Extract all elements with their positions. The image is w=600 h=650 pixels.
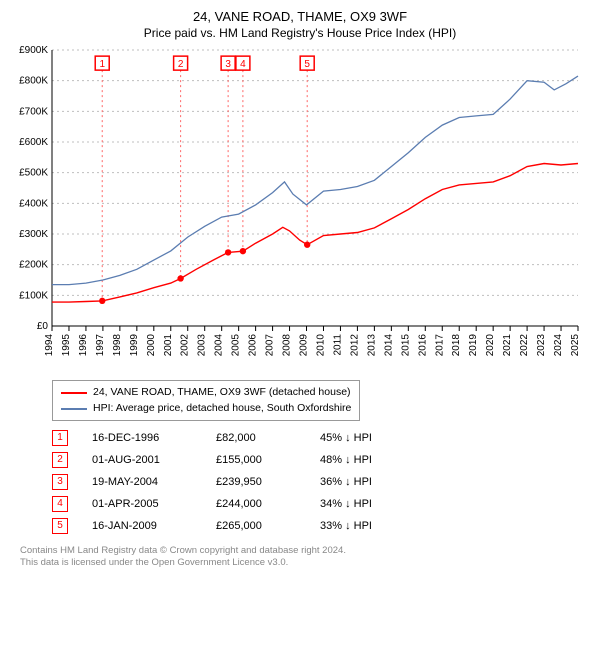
event-date: 01-AUG-2001 [92,449,216,471]
legend-label: HPI: Average price, detached house, Sout… [93,401,351,417]
event-price: £265,000 [216,515,320,537]
svg-text:£600K: £600K [19,137,48,148]
svg-text:2025: 2025 [570,334,581,357]
event-price: £239,950 [216,471,320,493]
event-delta: 36% ↓ HPI [320,471,386,493]
event-price: £82,000 [216,427,320,449]
svg-text:2001: 2001 [163,334,174,357]
svg-text:2011: 2011 [332,334,343,356]
page-subtitle: Price paid vs. HM Land Registry's House … [10,26,590,40]
svg-text:£200K: £200K [19,260,48,271]
svg-text:£0: £0 [37,321,49,332]
svg-text:£800K: £800K [19,76,48,87]
svg-text:2003: 2003 [197,334,208,357]
chart-container: 24, VANE ROAD, THAME, OX9 3WF Price paid… [0,0,600,575]
svg-text:1996: 1996 [78,334,89,357]
svg-text:1999: 1999 [129,334,140,357]
svg-text:1: 1 [99,59,105,70]
svg-text:2005: 2005 [231,334,242,357]
table-row: 3 19-MAY-2004£239,95036% ↓ HPI [52,471,386,493]
event-badge-cell: 4 [52,493,92,515]
svg-text:4: 4 [240,59,246,70]
svg-text:2019: 2019 [468,334,479,357]
svg-text:2000: 2000 [146,334,157,357]
event-badge-cell: 1 [52,427,92,449]
event-badge: 1 [52,430,68,446]
svg-text:1998: 1998 [112,334,123,357]
svg-text:1995: 1995 [61,334,72,357]
page-title: 24, VANE ROAD, THAME, OX9 3WF [10,8,590,26]
svg-text:2018: 2018 [451,334,462,357]
event-date: 16-JAN-2009 [92,515,216,537]
event-badge-cell: 5 [52,515,92,537]
table-row: 2 01-AUG-2001£155,00048% ↓ HPI [52,449,386,471]
svg-text:2013: 2013 [366,334,377,357]
legend-swatch [61,408,87,410]
event-delta: 33% ↓ HPI [320,515,386,537]
svg-text:2017: 2017 [434,334,445,357]
svg-text:2012: 2012 [349,334,360,357]
svg-text:£400K: £400K [19,199,48,210]
event-badge: 3 [52,474,68,490]
svg-text:2016: 2016 [417,334,428,357]
event-badge-cell: 2 [52,449,92,471]
svg-text:2022: 2022 [519,334,530,357]
event-badge-cell: 3 [52,471,92,493]
svg-text:5: 5 [304,59,310,70]
svg-text:2015: 2015 [400,334,411,357]
event-delta: 34% ↓ HPI [320,493,386,515]
svg-text:2006: 2006 [248,334,259,357]
svg-text:3: 3 [225,59,231,70]
svg-text:£500K: £500K [19,168,48,179]
svg-text:2007: 2007 [265,334,276,357]
event-delta: 48% ↓ HPI [320,449,386,471]
svg-text:2009: 2009 [299,334,310,357]
svg-text:2020: 2020 [485,334,496,357]
svg-text:1997: 1997 [95,334,106,357]
table-row: 1 16-DEC-1996£82,00045% ↓ HPI [52,427,386,449]
table-row: 5 16-JAN-2009£265,00033% ↓ HPI [52,515,386,537]
footer-note: Contains HM Land Registry data © Crown c… [20,545,590,570]
chart: £0 £100K £200K £300K £400K £500K £600K £700K £80… [10,44,590,374]
event-price: £155,000 [216,449,320,471]
svg-text:2010: 2010 [315,334,326,357]
event-date: 16-DEC-1996 [92,427,216,449]
event-date: 19-MAY-2004 [92,471,216,493]
svg-text:2: 2 [178,59,184,70]
svg-text:£900K: £900K [19,45,48,56]
svg-text:2008: 2008 [282,334,293,357]
footer-line-2: This data is licensed under the Open Gov… [20,557,590,569]
event-date: 01-APR-2005 [92,493,216,515]
legend-swatch [61,392,87,394]
svg-text:2002: 2002 [180,334,191,357]
event-badge: 5 [52,518,68,534]
event-delta: 45% ↓ HPI [320,427,386,449]
svg-text:1994: 1994 [44,334,55,357]
events-table: 1 16-DEC-1996£82,00045% ↓ HPI 2 01-AUG-2001… [52,427,386,537]
svg-text:2021: 2021 [502,334,513,357]
event-badge: 4 [52,496,68,512]
svg-text:2024: 2024 [553,334,564,357]
legend-item: HPI: Average price, detached house, Sout… [61,401,351,417]
event-badge: 2 [52,452,68,468]
svg-text:£300K: £300K [19,229,48,240]
legend: 24, VANE ROAD, THAME, OX9 3WF (detached … [52,380,360,421]
footer-line-1: Contains HM Land Registry data © Crown c… [20,545,590,557]
svg-text:2014: 2014 [383,334,394,357]
table-row: 4 01-APR-2005£244,00034% ↓ HPI [52,493,386,515]
svg-text:2023: 2023 [536,334,547,357]
svg-text:£100K: £100K [19,291,48,302]
svg-text:2004: 2004 [214,334,225,357]
legend-item: 24, VANE ROAD, THAME, OX9 3WF (detached … [61,385,351,401]
svg-text:£700K: £700K [19,107,48,118]
legend-label: 24, VANE ROAD, THAME, OX9 3WF (detached … [93,385,351,401]
event-price: £244,000 [216,493,320,515]
chart-svg: £0 £100K £200K £300K £400K £500K £600K £700K £80… [10,44,590,374]
